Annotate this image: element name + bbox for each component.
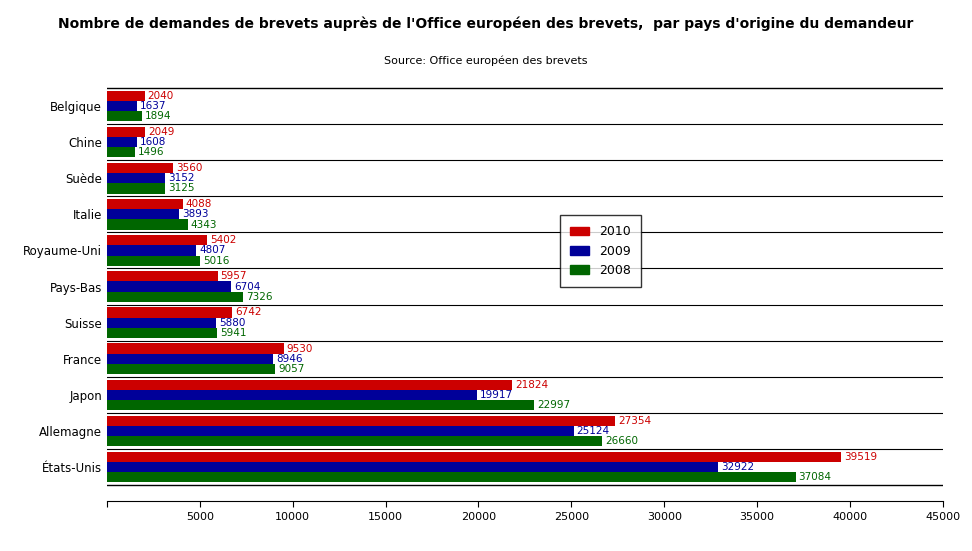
Bar <box>107 291 243 301</box>
Text: 7326: 7326 <box>246 291 272 301</box>
Bar <box>107 390 477 399</box>
Text: 5941: 5941 <box>220 328 247 338</box>
Text: 4088: 4088 <box>186 199 212 209</box>
Bar <box>107 137 137 148</box>
Text: Source: Office européen des brevets: Source: Office européen des brevets <box>384 55 588 66</box>
Bar <box>107 415 615 425</box>
Bar <box>107 380 512 390</box>
Text: 3125: 3125 <box>168 183 194 193</box>
Text: 4343: 4343 <box>191 219 217 230</box>
Text: 21824: 21824 <box>515 380 548 390</box>
Text: Nombre de demandes de brevets auprès de l'Office européen des brevets,  par pays: Nombre de demandes de brevets auprès de … <box>58 17 914 31</box>
Text: 3152: 3152 <box>168 174 194 183</box>
Bar <box>107 127 145 137</box>
Text: 5957: 5957 <box>221 272 247 282</box>
Text: 8946: 8946 <box>276 354 302 364</box>
Text: 5402: 5402 <box>210 235 236 245</box>
Text: 32922: 32922 <box>721 462 754 472</box>
Bar <box>107 282 231 291</box>
Bar <box>107 199 183 209</box>
Bar <box>107 436 603 446</box>
Bar <box>107 343 284 354</box>
Text: 5880: 5880 <box>219 317 245 327</box>
Bar <box>107 219 188 230</box>
Bar <box>107 272 218 282</box>
Text: 1608: 1608 <box>140 137 166 147</box>
Bar <box>107 364 275 374</box>
Bar <box>107 452 841 462</box>
Bar <box>107 462 718 472</box>
Bar <box>107 245 196 256</box>
Bar <box>107 111 142 121</box>
Text: 9057: 9057 <box>278 364 304 374</box>
Text: 25124: 25124 <box>576 426 609 436</box>
Text: 2040: 2040 <box>148 91 174 101</box>
Text: 3893: 3893 <box>182 209 209 219</box>
Bar <box>107 174 165 183</box>
Text: 5016: 5016 <box>203 256 229 266</box>
Bar <box>107 163 173 174</box>
Text: 37084: 37084 <box>799 472 832 482</box>
Text: 4807: 4807 <box>199 246 226 256</box>
Text: 1894: 1894 <box>145 111 171 121</box>
Bar <box>107 101 137 111</box>
Bar <box>107 354 273 364</box>
Text: 2049: 2049 <box>148 127 174 137</box>
Text: 27354: 27354 <box>618 415 651 425</box>
Text: 3560: 3560 <box>176 163 202 174</box>
Bar <box>107 148 135 158</box>
Bar <box>107 235 207 245</box>
Text: 6704: 6704 <box>234 282 260 291</box>
Bar <box>107 256 200 266</box>
Text: 39519: 39519 <box>844 452 877 462</box>
Legend: 2010, 2009, 2008: 2010, 2009, 2008 <box>561 215 641 287</box>
Bar <box>107 399 534 410</box>
Text: 26660: 26660 <box>605 436 638 446</box>
Bar <box>107 91 145 101</box>
Bar <box>107 183 165 193</box>
Text: 19917: 19917 <box>480 390 513 399</box>
Text: 6742: 6742 <box>235 307 261 317</box>
Text: 1496: 1496 <box>137 148 164 158</box>
Bar <box>107 425 573 436</box>
Bar <box>107 472 796 482</box>
Text: 1637: 1637 <box>140 101 166 111</box>
Bar <box>107 209 179 219</box>
Text: 9530: 9530 <box>287 343 313 354</box>
Bar <box>107 307 232 317</box>
Bar <box>107 328 218 338</box>
Text: 22997: 22997 <box>537 399 570 410</box>
Bar <box>107 317 216 328</box>
